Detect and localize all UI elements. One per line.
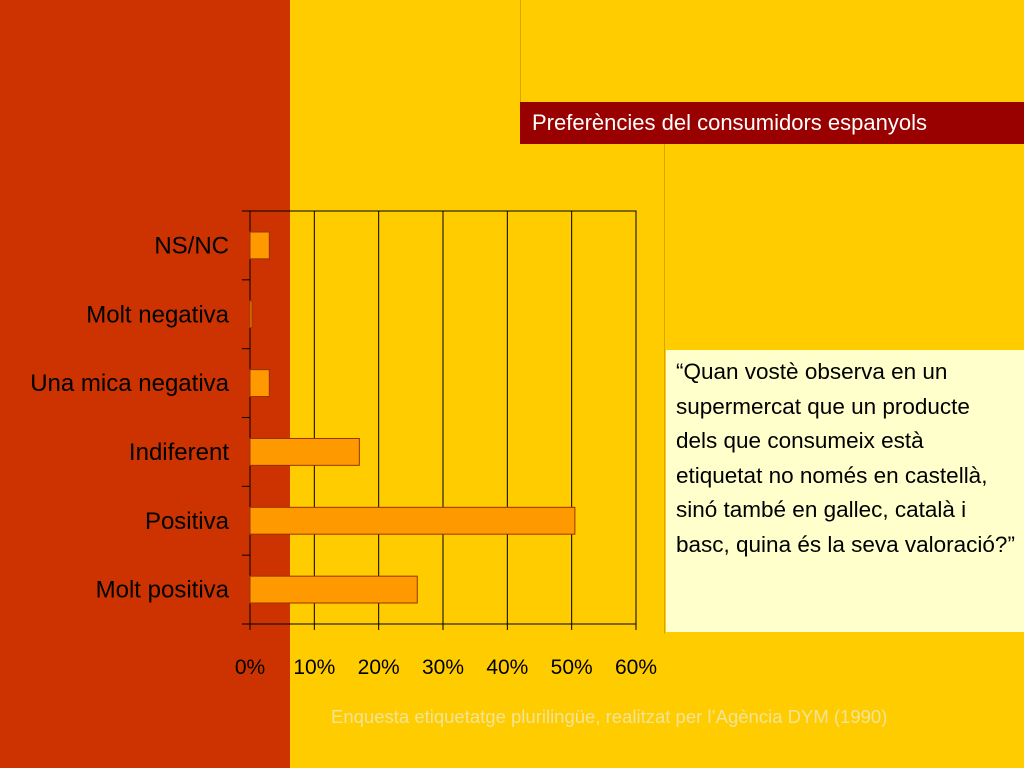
x-tick-label: 50% xyxy=(551,656,593,679)
x-tick-label: 40% xyxy=(486,656,528,679)
source-note: Enquesta etiquetatge plurilingüe, realit… xyxy=(331,706,888,727)
x-tick-label: 10% xyxy=(293,656,335,679)
bar xyxy=(249,437,360,466)
slide-title: Preferències del consumidors espanyols xyxy=(520,102,1024,144)
category-label: Positiva xyxy=(145,508,230,535)
survey-question: “Quan vostè observa en un supermercat qu… xyxy=(666,350,1024,632)
decorative-line xyxy=(520,0,521,102)
bar xyxy=(249,506,576,535)
bar xyxy=(249,300,253,329)
chart-grid xyxy=(242,210,637,630)
category-label: Molt negativa xyxy=(86,301,229,328)
x-tick-label: 0% xyxy=(235,656,265,679)
left-red-band xyxy=(0,0,290,768)
chart-bars xyxy=(249,231,576,604)
x-tick-label: 20% xyxy=(358,656,400,679)
bar xyxy=(249,369,270,398)
category-label: Molt positiva xyxy=(96,577,230,604)
decorative-line xyxy=(664,144,665,634)
x-tick-label: 60% xyxy=(615,656,657,679)
chart-labels: 0% 10% 20% 30% 40% 50% 60% NS/NC Molt negativa Un… xyxy=(30,232,657,679)
category-label: Indiferent xyxy=(129,439,229,466)
bar xyxy=(249,575,418,604)
x-tick-label: 30% xyxy=(422,656,464,679)
category-label: NS/NC xyxy=(154,232,229,259)
bar xyxy=(249,231,270,260)
category-label: Una mica negativa xyxy=(30,370,229,397)
